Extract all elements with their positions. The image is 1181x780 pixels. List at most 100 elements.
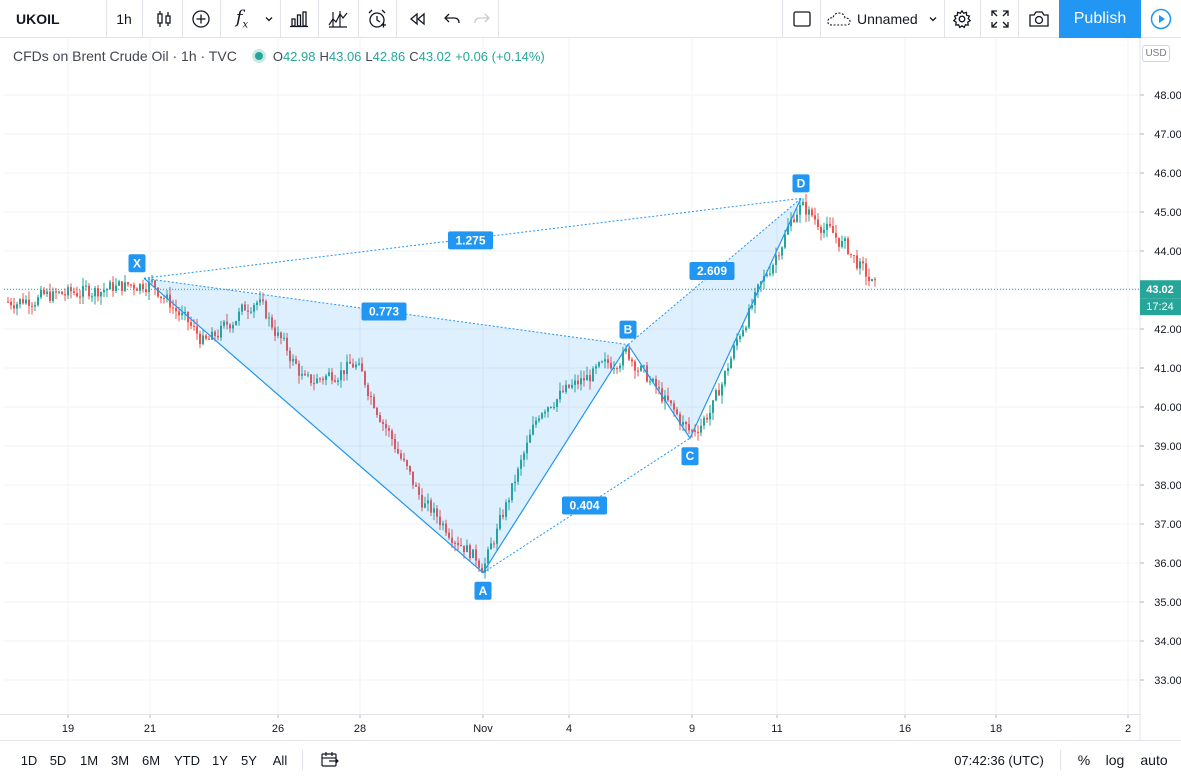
candle-body bbox=[532, 424, 534, 435]
symbol-search[interactable]: UKOIL bbox=[16, 11, 60, 27]
high-value: 43.06 bbox=[328, 48, 362, 64]
candle-body bbox=[481, 567, 483, 573]
candle-body bbox=[7, 301, 9, 303]
candle-body bbox=[178, 311, 180, 316]
candle-body bbox=[25, 299, 27, 304]
time-tick-label: 2 bbox=[1125, 723, 1131, 735]
candle-body bbox=[784, 234, 786, 248]
candle-body bbox=[334, 380, 336, 382]
toolbar-divider bbox=[1018, 0, 1019, 38]
financials-button[interactable] bbox=[282, 0, 316, 38]
currency-badge[interactable]: USD bbox=[1142, 45, 1170, 62]
legend-title[interactable]: CFDs on Brent Crude Oil · 1h · TVC bbox=[13, 48, 237, 64]
candle-body bbox=[811, 209, 813, 216]
candle-body bbox=[619, 365, 621, 369]
candle-body bbox=[328, 372, 330, 376]
price-tick-label: 36.00 bbox=[1154, 558, 1181, 570]
candle-body bbox=[427, 500, 429, 504]
range-1y[interactable]: 1Y bbox=[212, 752, 228, 768]
range-ytd[interactable]: YTD bbox=[174, 752, 200, 768]
publish-play-button[interactable] bbox=[1141, 0, 1181, 38]
candle-body bbox=[823, 229, 825, 233]
range-1d[interactable]: 1D bbox=[20, 752, 38, 768]
candle-body bbox=[640, 365, 642, 371]
goto-date-button[interactable] bbox=[314, 741, 346, 779]
close-label: C bbox=[409, 48, 419, 64]
candle-body bbox=[787, 226, 789, 235]
compare-button[interactable] bbox=[184, 0, 218, 38]
indicators-button[interactable]: fx bbox=[226, 0, 258, 38]
candle-body bbox=[589, 375, 591, 382]
templates-button[interactable] bbox=[320, 0, 356, 38]
price-tick-label: 48.00 bbox=[1154, 90, 1181, 102]
candle-body bbox=[460, 545, 462, 547]
candle-body bbox=[727, 368, 729, 372]
candle-body bbox=[772, 264, 774, 274]
candle-body bbox=[496, 528, 498, 544]
percent-scale-toggle[interactable]: % bbox=[1077, 752, 1091, 768]
candle-body bbox=[202, 335, 204, 345]
candle-body bbox=[565, 384, 567, 392]
undo-button[interactable] bbox=[436, 0, 468, 38]
price-tick-label: 37.00 bbox=[1154, 519, 1181, 531]
candle-body bbox=[352, 363, 354, 368]
point-b-label: B bbox=[624, 323, 633, 337]
candle-body bbox=[568, 384, 570, 388]
candle-body bbox=[394, 439, 396, 450]
candle-body bbox=[346, 361, 348, 374]
candle-body bbox=[574, 380, 576, 385]
candle-body bbox=[133, 284, 135, 289]
auto-scale-toggle[interactable]: auto bbox=[1140, 752, 1168, 768]
candle-body bbox=[514, 481, 516, 484]
candle-body bbox=[454, 542, 456, 544]
price-tick-label: 45.00 bbox=[1154, 207, 1181, 219]
log-scale-toggle[interactable]: log bbox=[1105, 752, 1125, 768]
time-axis: 19 21 26 28 Nov 4 9 11 16 18 2 bbox=[62, 714, 1131, 735]
candle-body bbox=[304, 373, 306, 376]
price-tick-label: 35.00 bbox=[1154, 597, 1181, 609]
time-tick-label: 21 bbox=[144, 723, 156, 735]
candle-body bbox=[520, 459, 522, 469]
replay-button[interactable] bbox=[400, 0, 434, 38]
candle-body bbox=[238, 311, 240, 321]
ratio-1-badge bbox=[361, 302, 407, 321]
last-price-label: 43.02 bbox=[1146, 284, 1174, 296]
snapshot-button[interactable] bbox=[1020, 0, 1058, 38]
select-layout-button[interactable] bbox=[786, 0, 818, 38]
time-tick-label: 26 bbox=[272, 723, 284, 735]
publish-button[interactable]: Publish bbox=[1059, 0, 1141, 38]
candle-body bbox=[13, 305, 15, 309]
candle-body bbox=[139, 283, 141, 291]
candle-body bbox=[367, 384, 369, 397]
candle-body bbox=[670, 400, 672, 404]
bottom-toolbar: 1D 5D 1M 3M 6M YTD 1Y 5Y All 07:42:36 (U… bbox=[0, 740, 1181, 780]
toolbar-divider bbox=[396, 0, 397, 38]
range-3m[interactable]: 3M bbox=[110, 752, 130, 768]
candle-body bbox=[412, 471, 414, 485]
settings-button[interactable] bbox=[944, 0, 980, 38]
price-tick-label: 38.00 bbox=[1154, 480, 1181, 492]
range-6m[interactable]: 6M bbox=[141, 752, 161, 768]
range-5y[interactable]: 5Y bbox=[241, 752, 257, 768]
candle-body bbox=[430, 500, 432, 513]
high-label: H bbox=[319, 48, 329, 64]
range-5d[interactable]: 5D bbox=[49, 752, 67, 768]
layout-name-button[interactable]: Unnamed bbox=[826, 0, 946, 38]
candles-style-button[interactable] bbox=[146, 0, 182, 38]
candle-body bbox=[826, 223, 828, 230]
candle-body bbox=[73, 291, 75, 293]
fullscreen-button[interactable] bbox=[982, 0, 1018, 38]
interval-button[interactable]: 1h bbox=[116, 11, 132, 27]
range-1m[interactable]: 1M bbox=[79, 752, 99, 768]
alert-button[interactable] bbox=[360, 0, 394, 38]
candle-body bbox=[655, 378, 657, 388]
redo-button[interactable] bbox=[466, 0, 498, 38]
range-all[interactable]: All bbox=[272, 752, 288, 768]
candle-body bbox=[28, 299, 30, 306]
market-status-dot[interactable] bbox=[254, 52, 263, 60]
bottom-divider bbox=[1060, 750, 1061, 770]
utc-clock[interactable]: 07:42:36 (UTC) bbox=[954, 752, 1044, 768]
price-tick-label: 33.00 bbox=[1154, 675, 1181, 687]
indicators-dropdown[interactable] bbox=[260, 0, 278, 38]
